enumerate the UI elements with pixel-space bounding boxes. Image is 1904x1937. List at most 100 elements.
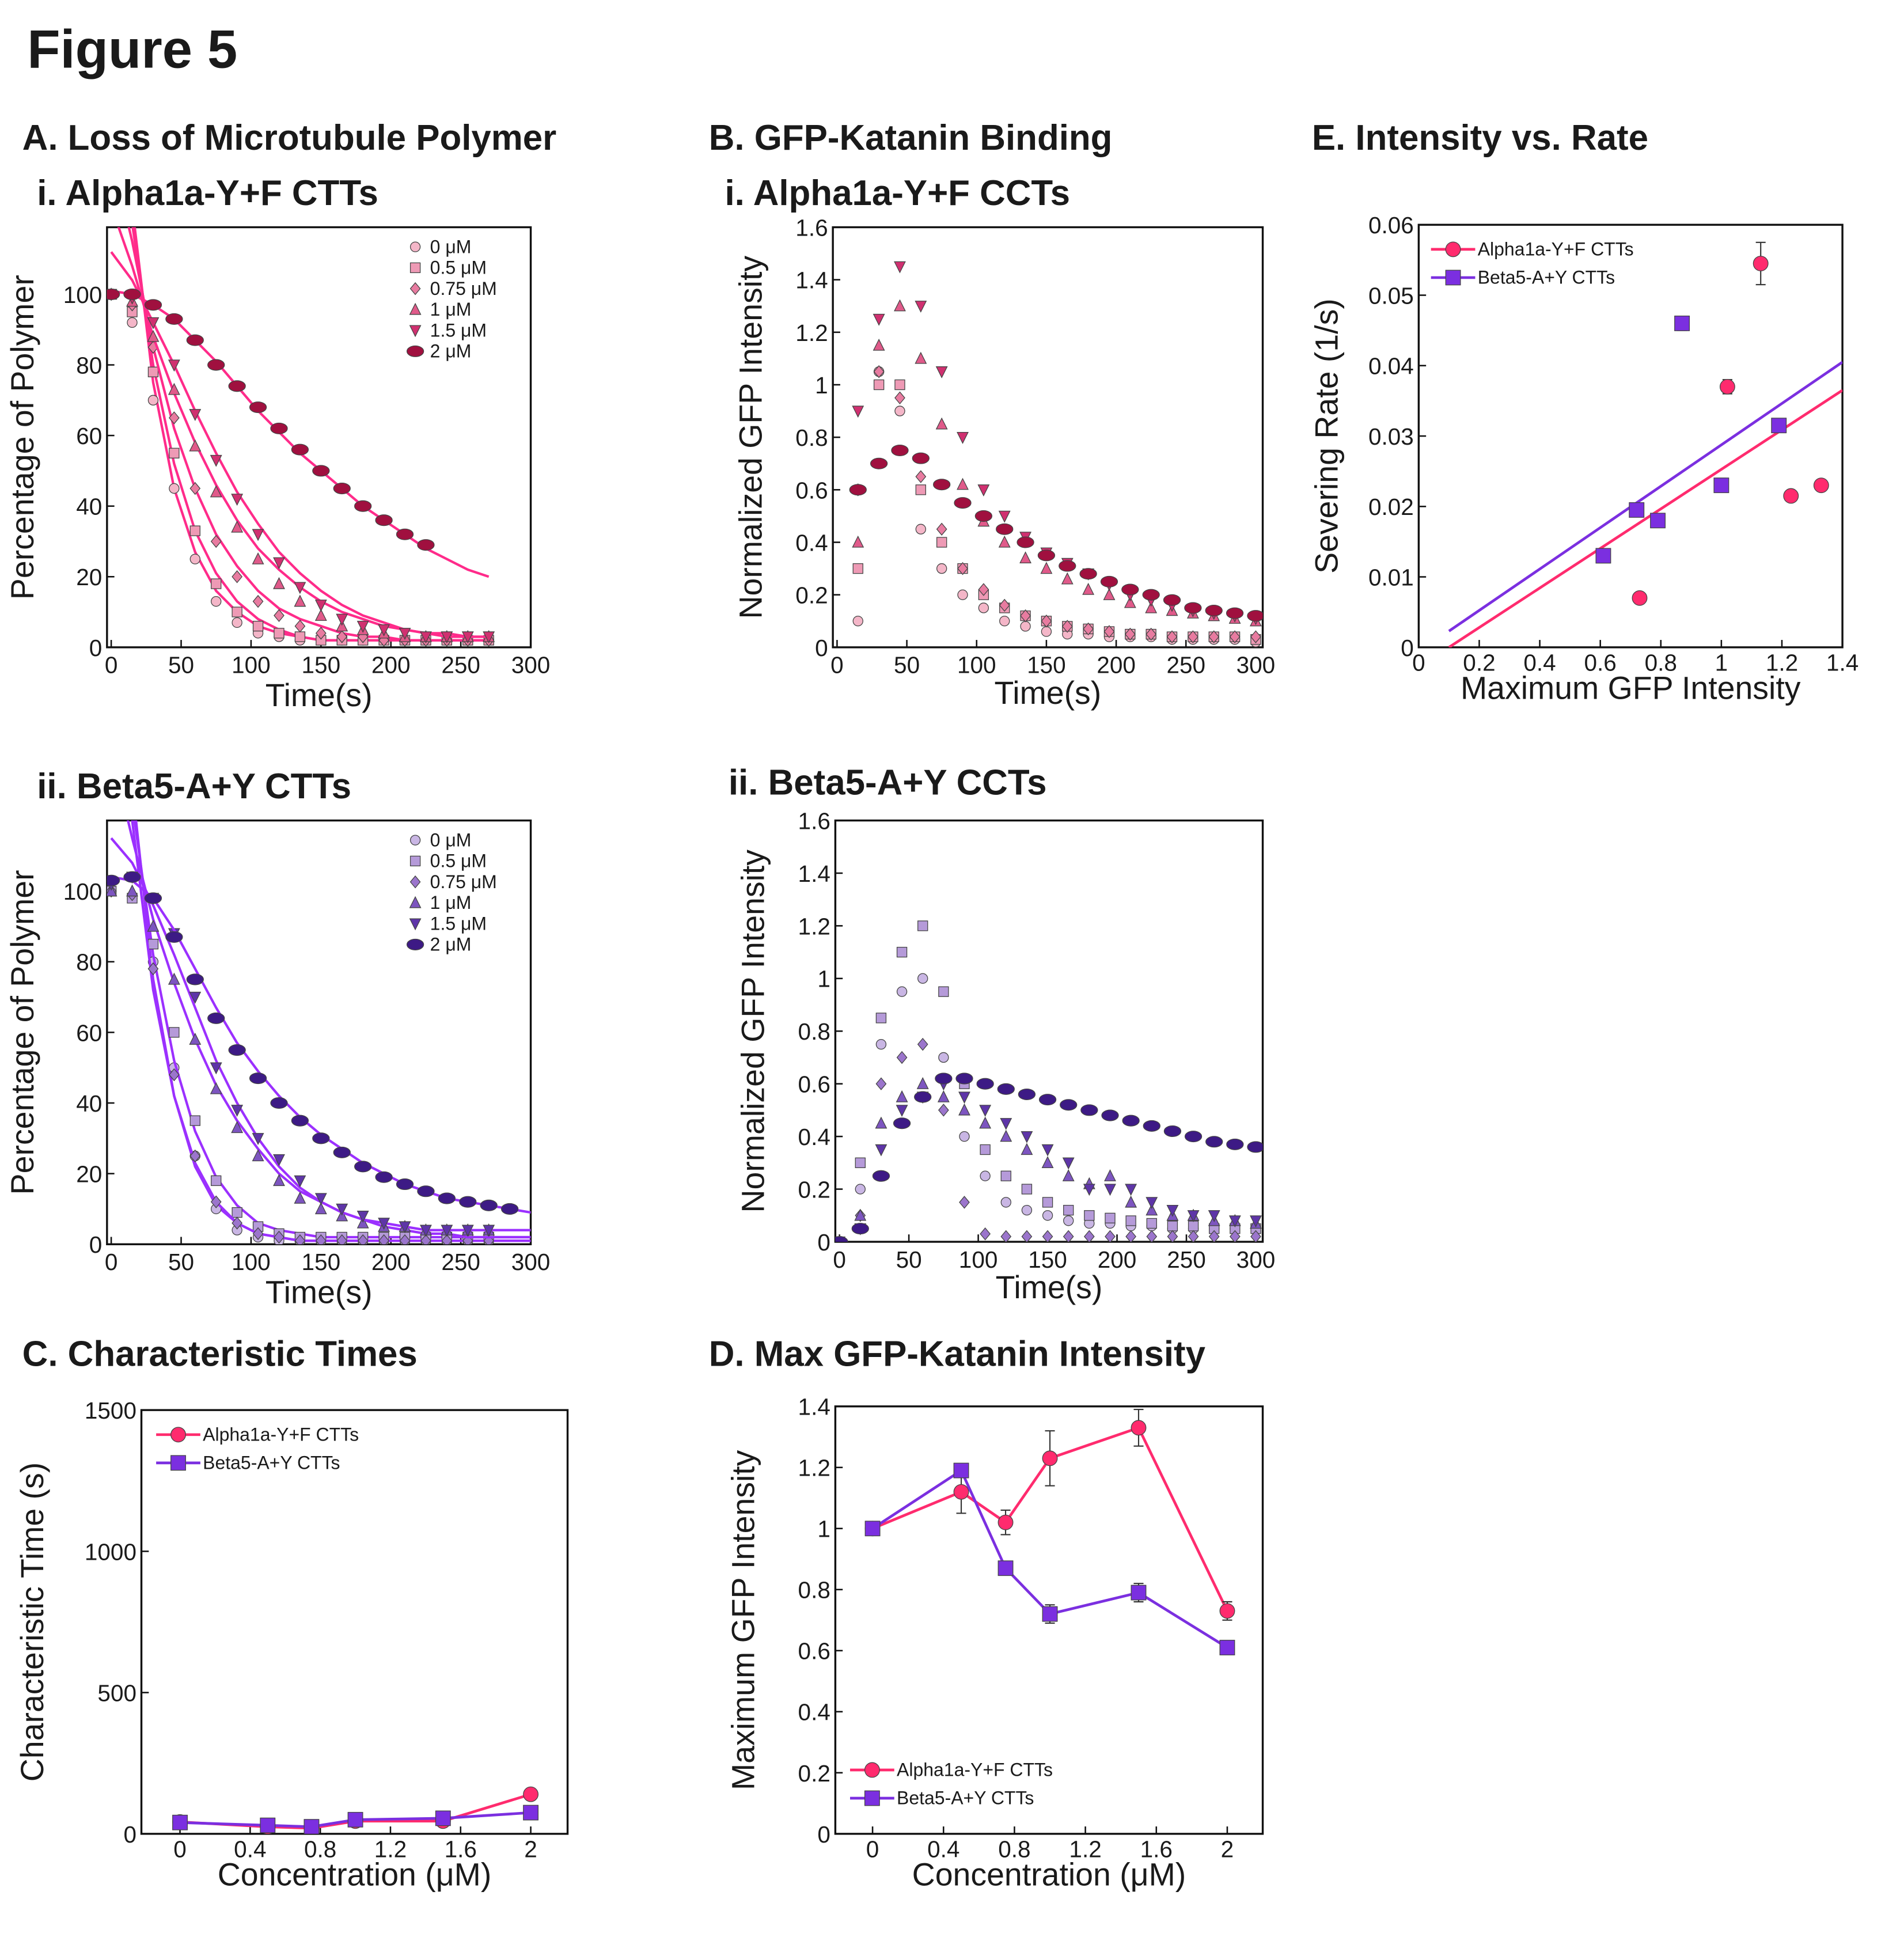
marker (864, 1762, 880, 1778)
marker (210, 1195, 222, 1208)
marker (417, 539, 435, 551)
marker (231, 1121, 244, 1134)
marker (500, 1203, 519, 1215)
marker (406, 938, 424, 950)
legend-label: 1.5 μM (430, 913, 487, 934)
marker (375, 1171, 393, 1183)
marker (1000, 1197, 1011, 1208)
marker (980, 1144, 991, 1155)
marker (915, 301, 927, 313)
marker (953, 1484, 969, 1500)
x-axis-label: Time(s) (996, 1269, 1103, 1305)
marker (186, 973, 204, 985)
x-tick-label: 300 (1237, 1246, 1276, 1273)
marker (354, 1161, 372, 1173)
y-tick-label: 0 (817, 1821, 830, 1848)
marker (896, 946, 908, 958)
marker (1713, 477, 1729, 494)
x-axis-label: Concentration (μM) (218, 1856, 492, 1892)
y-axis-label: Percentage of Polymer (5, 275, 40, 600)
marker (1021, 1143, 1033, 1155)
y-axis-label: Normalized GFP Intensity (735, 850, 771, 1213)
marker (189, 525, 200, 536)
marker (1042, 1197, 1053, 1208)
marker (936, 537, 947, 548)
marker (252, 1149, 264, 1162)
marker (875, 1038, 887, 1050)
x-tick-label: 300 (1237, 652, 1276, 678)
figure-title: Figure 5 (27, 18, 237, 79)
marker (252, 1133, 264, 1145)
marker (1719, 379, 1735, 395)
marker (232, 1216, 242, 1230)
marker (170, 1427, 186, 1443)
marker (273, 577, 285, 589)
marker (1079, 568, 1097, 580)
marker (147, 366, 159, 377)
marker (399, 1234, 411, 1245)
panel-heading: A. Loss of Microtubule Polymer (22, 118, 557, 158)
x-tick-label: 300 (511, 652, 551, 678)
x-tick-label: 150 (1028, 1246, 1067, 1273)
plot-frame (1417, 223, 1844, 649)
marker (1124, 596, 1136, 608)
marker (894, 405, 905, 416)
y-tick-label: 0.2 (795, 582, 828, 609)
fit-line (127, 820, 531, 1239)
marker (974, 510, 993, 522)
y-tick-label: 0.4 (795, 529, 828, 556)
marker (1188, 630, 1198, 643)
marker (270, 422, 288, 434)
marker (1000, 1118, 1012, 1130)
marker (207, 359, 225, 371)
marker (232, 607, 242, 617)
marker (896, 1090, 908, 1102)
marker (916, 1077, 929, 1089)
marker (1080, 1104, 1098, 1116)
marker (1041, 1144, 1054, 1157)
marker (483, 1225, 495, 1237)
legend-label: 0.5 μM (430, 257, 487, 278)
x-tick-label: 0 (105, 1249, 118, 1275)
x-tick-label: 200 (1098, 1246, 1137, 1273)
marker (441, 631, 453, 644)
marker (896, 986, 908, 997)
marker (107, 884, 117, 897)
marker (252, 1227, 264, 1241)
marker (189, 554, 200, 564)
marker (1042, 1606, 1058, 1622)
marker (998, 510, 1011, 523)
marker (462, 1234, 473, 1245)
marker (1063, 1215, 1074, 1226)
marker (957, 589, 968, 600)
x-axis-label: Maximum GFP Intensity (1461, 670, 1801, 706)
marker (147, 938, 159, 950)
y-axis-label: Maximum GFP Intensity (726, 1450, 761, 1790)
marker (953, 1462, 969, 1479)
x-tick-label: 2 (524, 1836, 537, 1862)
marker (1250, 1230, 1261, 1242)
marker (399, 628, 411, 640)
legend-label: 2 μM (430, 934, 472, 955)
marker (1125, 1215, 1136, 1226)
marker (273, 1174, 285, 1187)
marker (169, 483, 180, 494)
marker (997, 1083, 1015, 1095)
marker (1038, 1094, 1057, 1106)
marker (314, 1202, 327, 1215)
marker (420, 631, 432, 644)
marker (959, 1131, 970, 1142)
marker (232, 570, 242, 583)
marker (1021, 1131, 1033, 1143)
y-tick-label: 1.4 (798, 861, 830, 887)
y-tick-label: 0.01 (1368, 564, 1414, 591)
marker (864, 1790, 880, 1806)
marker (1083, 622, 1094, 636)
marker (1121, 583, 1139, 596)
marker (169, 448, 180, 458)
y-tick-label: 0.6 (795, 477, 828, 503)
plot-area (849, 261, 1263, 647)
marker (409, 262, 421, 274)
fit-line (1448, 361, 1843, 632)
y-tick-label: 60 (76, 423, 102, 449)
